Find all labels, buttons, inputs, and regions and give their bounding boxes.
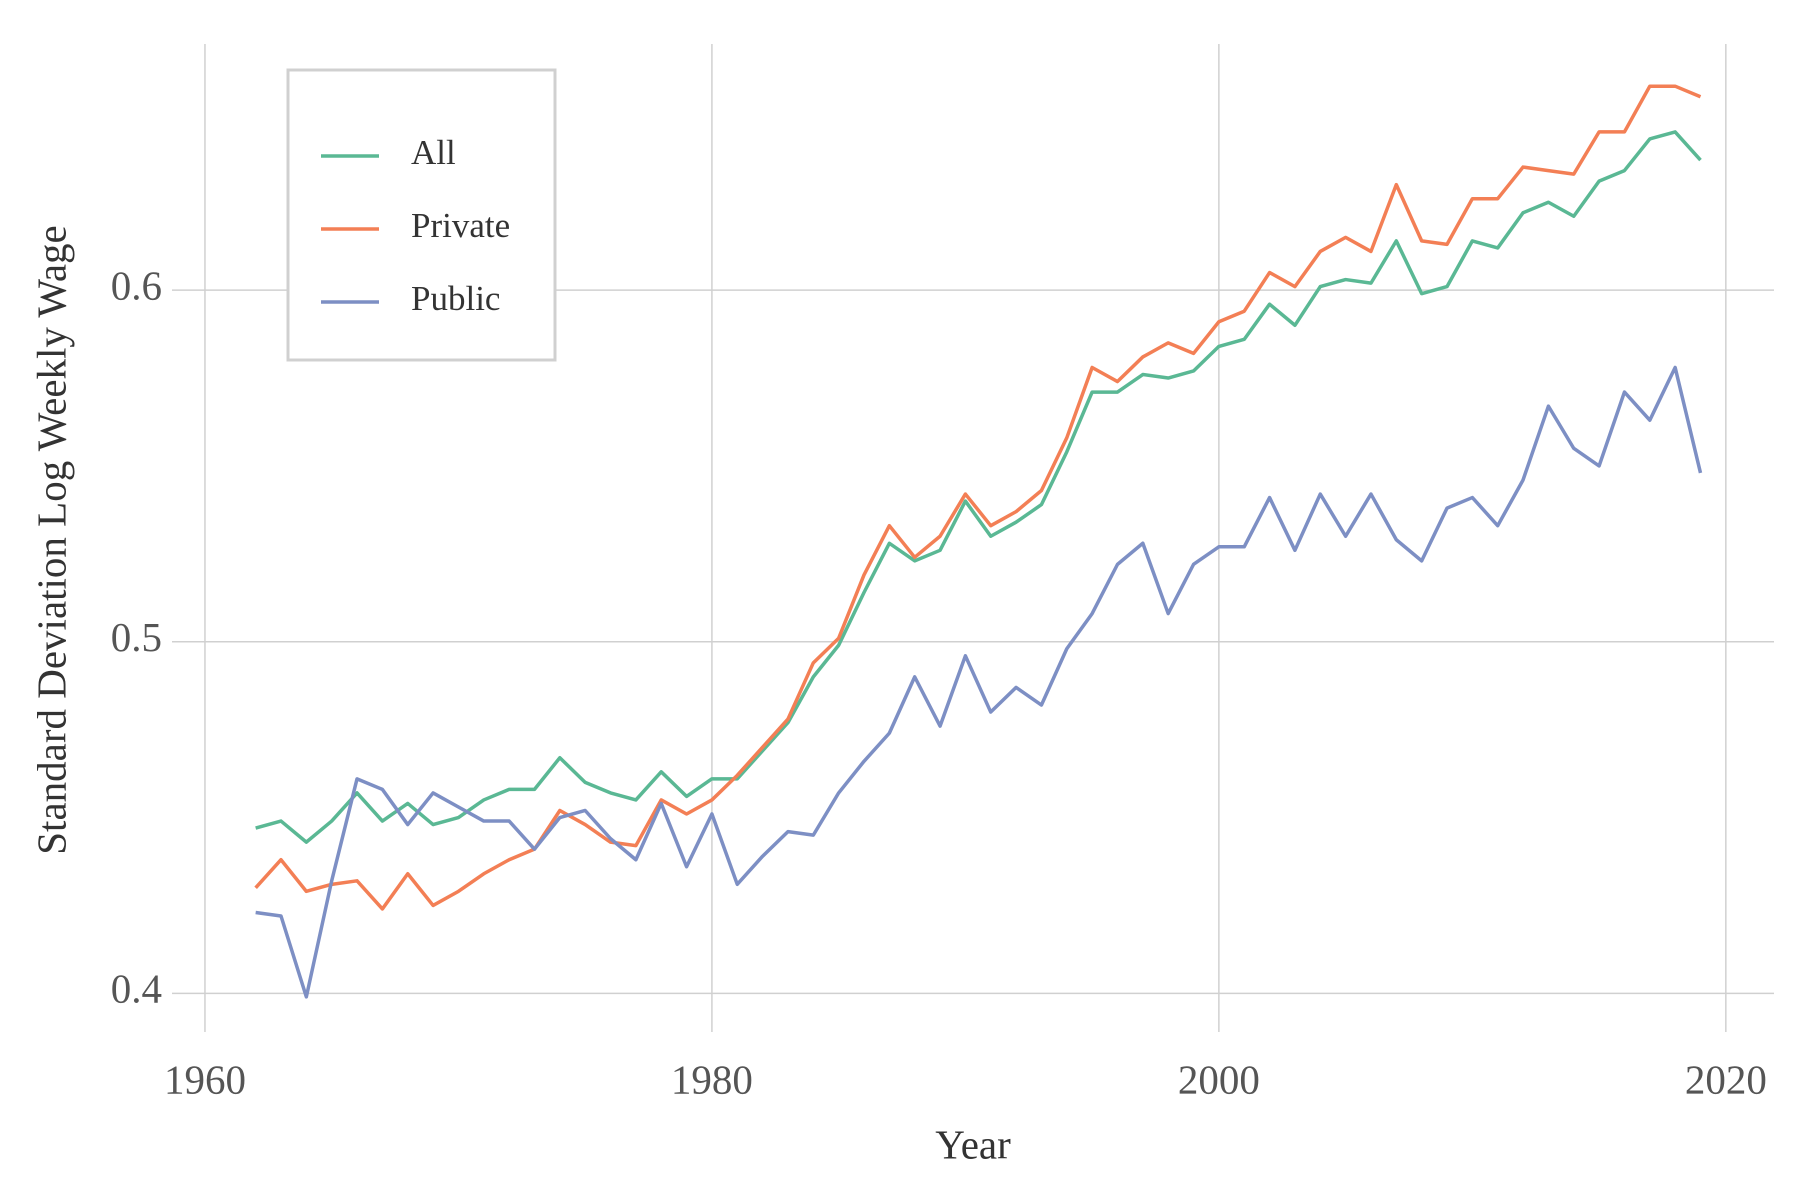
x-tick-label: 2020 [1685,1056,1767,1102]
y-tick-label: 0.5 [111,614,162,660]
data-line [254,84,1702,911]
x-axis-title: Year [935,1121,1011,1167]
legend-box [286,68,557,362]
legend-label: Public [411,279,500,318]
y-axis-title: Standard Deviation Log Weekly Wage [28,225,74,855]
x-tick-label: 1960 [164,1056,246,1102]
data-line [255,365,1703,999]
x-tick-label: 1980 [671,1056,753,1102]
data-line [255,130,1702,844]
x-tick-label: 2000 [1178,1056,1260,1102]
legend-label: All [411,133,456,172]
legend-label: Private [411,206,510,245]
y-tick-label: 0.6 [111,263,162,309]
y-tick-label: 0.4 [111,966,162,1012]
